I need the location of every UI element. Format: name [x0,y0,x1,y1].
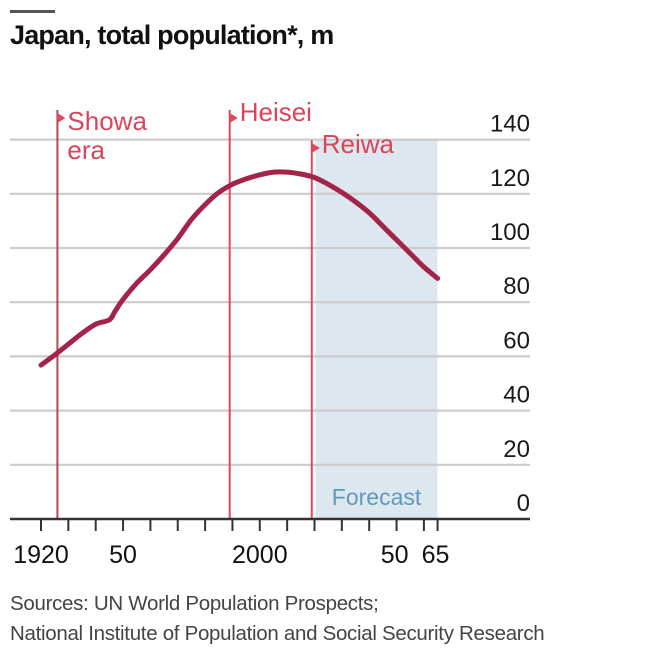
y-tick-label-60: 60 [503,327,530,354]
y-tick-label-80: 80 [503,273,530,300]
x-tick-label-2000: 2000 [232,541,288,569]
x-tick-label-2050: 50 [381,541,409,569]
grid-layer [10,138,530,466]
era-label: Heisei [240,97,312,127]
era-label: Showa [67,106,147,136]
sources-line-2: National Institute of Population and Soc… [10,622,545,645]
series-layer [38,169,441,368]
y-tick-label-100: 100 [490,219,530,246]
era-label: Reiwa [322,129,395,159]
x-axis [10,517,530,531]
x-axis-labels: 1920 50 2000 50 65 [13,541,449,569]
forecast-layer: Forecast [315,139,438,519]
era-marker-heisei: Heisei [228,97,312,519]
x-tick-label-1950: 50 [109,541,137,569]
era-label: era [67,135,105,165]
top-rule-decoration [10,10,55,13]
era-flag-icon [229,113,238,123]
series-line-0 [38,169,441,368]
era-flag-icon [57,113,66,123]
y-tick-label-120: 120 [490,165,530,192]
forecast-label: Forecast [332,484,422,510]
y-tick-label-0: 0 [517,490,530,517]
x-tick-label-1920: 1920 [13,541,69,569]
y-axis-labels: 0 20 40 60 80 100 120 140 [490,111,530,517]
forecast-shade [315,139,438,519]
y-tick-label-140: 140 [490,111,530,138]
y-tick-label-20: 20 [503,436,530,463]
sources-line-1: Sources: UN World Population Prospects; [10,592,379,615]
era-marker-reiwa: Reiwa [310,129,395,519]
y-tick-label-40: 40 [503,382,530,409]
x-tick-label-2065: 65 [422,541,450,569]
chart-title: Japan, total population*, m [10,20,334,50]
era-flag-icon [311,143,320,153]
